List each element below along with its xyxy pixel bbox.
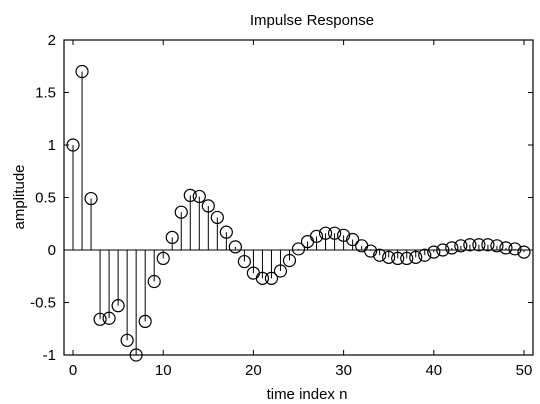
x-tick-label: 10: [155, 362, 172, 379]
x-tick-label: 20: [245, 362, 262, 379]
x-tick-label: 40: [425, 362, 442, 379]
x-tick-label: 30: [335, 362, 352, 379]
chart-title: Impulse Response: [250, 12, 374, 29]
x-axis-label: time index n: [267, 386, 348, 403]
y-tick-label: 0: [48, 242, 56, 259]
y-tick-label: 1.5: [35, 85, 56, 102]
x-tick-label: 50: [516, 362, 533, 379]
y-tick-label: 1: [48, 137, 56, 154]
x-tick-label: 0: [69, 362, 77, 379]
plot-frame: [64, 40, 533, 355]
y-tick-label: 2: [48, 32, 56, 49]
y-axis-label: amplitude: [11, 164, 28, 229]
y-tick-label: -0.5: [30, 295, 56, 312]
y-tick-label: 0.5: [35, 190, 56, 207]
plot-area: 0 10 20 30 40 50 -1 -0.5 0 0.5 1 1.5 2: [30, 32, 533, 379]
y-tick-label: -1: [43, 347, 56, 364]
